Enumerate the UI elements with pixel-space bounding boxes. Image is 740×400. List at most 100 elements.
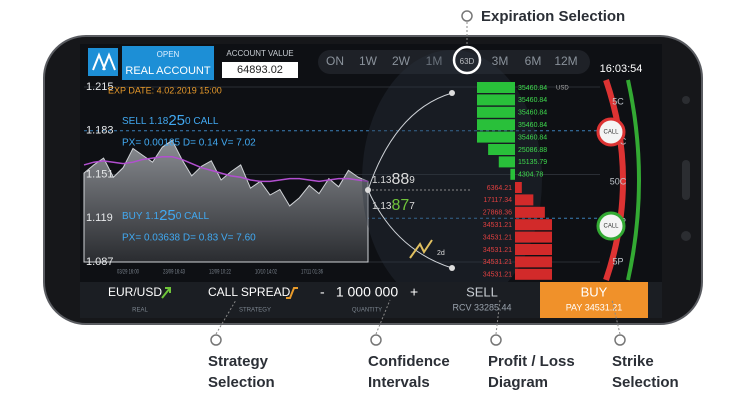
callout-strategy: Strategy (208, 353, 269, 370)
account-value: 64893.02 (237, 64, 283, 76)
loss-label: 34531.21 (483, 222, 512, 229)
buy-prefix: BUY 1.1 (122, 211, 159, 222)
sell-sub: RCV 33285.44 (452, 302, 511, 312)
strike-bubble-label: CALL (603, 130, 619, 136)
expiry-tab[interactable]: 1W (359, 54, 378, 68)
strike-bubble[interactable] (596, 211, 626, 241)
expiry-tab[interactable]: 6M (525, 54, 542, 68)
profit-label: 35460.84 (518, 110, 547, 117)
expiry-tab[interactable]: ON (326, 54, 344, 68)
strategy-icon (286, 287, 298, 299)
sensor (681, 231, 691, 241)
buy-sub: PAY 34531.21 (566, 302, 623, 312)
x-tick-label: 03/29 16:00 (117, 270, 139, 276)
loss-bar (515, 219, 553, 231)
strike-bubble-label: CALL (603, 224, 619, 230)
profit-bar (488, 144, 515, 155)
quantity[interactable]: 1 000 000 (336, 284, 398, 300)
y-tick-label: 1.119 (86, 212, 113, 224)
callout-strike: Selection (612, 374, 679, 391)
loss-label: 34531.21 (483, 247, 512, 254)
upper-bound-curve (367, 92, 453, 191)
lower-point (449, 265, 455, 271)
pair-sub: REAL (132, 308, 148, 314)
sell-big: 25 (168, 112, 185, 129)
x-tick-label: 12/09 10:22 (209, 270, 231, 276)
expiry-tab[interactable]: 1M (426, 54, 443, 68)
average-line (83, 155, 369, 183)
upper-prefix: 1.13 (372, 175, 392, 186)
time-icon[interactable] (409, 239, 433, 259)
upper-suffix: 9 (409, 175, 415, 186)
price-area (83, 139, 369, 263)
profit-bar (498, 156, 515, 168)
loss-label: 6364.21 (487, 185, 512, 192)
clock: 16:03:54 (600, 63, 643, 75)
x-tick-label: 17/11 01:36 (301, 270, 323, 276)
loss-bar (515, 256, 553, 268)
loss-label: 34531.21 (483, 234, 512, 241)
strike-arc-red (603, 79, 626, 281)
profit-label: 35460.84 (518, 97, 547, 104)
strike-label[interactable]: 5P (612, 256, 623, 266)
strike-arc-green (626, 79, 641, 281)
buy-suffix: 0 CALL (176, 211, 210, 222)
buy-button[interactable] (540, 282, 648, 318)
camera (682, 96, 690, 104)
strategy[interactable]: CALL SPREAD (208, 285, 291, 299)
buy-quote[interactable]: BUY 1.1250 CALL (122, 207, 210, 224)
expiry-tab[interactable]: 63D (460, 57, 475, 66)
account-value-label: ACCOUNT VALUE (226, 49, 293, 58)
profit-label: 15135.79 (518, 159, 547, 166)
qty-minus[interactable]: - (320, 284, 325, 300)
callout-line (611, 299, 621, 335)
x-tick-label: 23/09 16:43 (163, 270, 185, 276)
profit-bar (477, 119, 515, 131)
lower-prefix: 1.13 (372, 201, 392, 212)
pair[interactable]: EUR/USD (108, 285, 162, 299)
sell-greeks: PX= 0.00185 D= 0.14 V= 7.02 (122, 138, 256, 149)
profit-label: 35460.84 (518, 134, 547, 141)
strike-bubble[interactable] (596, 117, 626, 147)
expiry-tab[interactable]: 12M (554, 54, 577, 68)
callout-dot (210, 334, 222, 346)
sell-prefix: SELL 1.18 (122, 116, 169, 127)
x-tick-label: 10/10 14:02 (255, 270, 277, 276)
loss-bar (515, 194, 534, 206)
callout-dot (490, 334, 502, 346)
y-tick-label: 1.215 (86, 81, 114, 93)
sell-button[interactable]: SELL (466, 284, 498, 299)
profit-bar (477, 82, 515, 93)
lower-bound-curve (367, 189, 453, 269)
callout-strategy: Selection (208, 374, 275, 391)
profit-unit: USD (556, 86, 569, 92)
loss-bar (515, 182, 522, 193)
loss-bar (515, 244, 553, 255)
buy-label: BUY (581, 284, 608, 299)
buy-big: 25 (159, 207, 176, 224)
callout-ring (452, 45, 482, 75)
profit-label: 35460.84 (518, 85, 547, 92)
callout-confidence: Confidence (368, 353, 450, 370)
pair-icon (161, 287, 171, 299)
expiry-tab[interactable]: 2W (392, 54, 411, 68)
loss-bar (515, 231, 553, 243)
logo-mark (92, 52, 116, 71)
callout-pnl: Profit / Loss (488, 353, 575, 370)
loss-label: 27868.36 (483, 210, 512, 217)
y-tick-label: 1.151 (86, 168, 114, 180)
expiry-tab[interactable]: 3M (492, 54, 509, 68)
account-button[interactable] (122, 46, 214, 80)
strike-label[interactable]: 50C (610, 176, 627, 186)
loss-bar (515, 206, 545, 218)
qty-plus[interactable]: + (410, 284, 418, 300)
account-value-box (222, 62, 298, 78)
sell-quote[interactable]: SELL 1.18250 CALL (122, 112, 219, 129)
lower-bound: 1.13877 (372, 197, 415, 214)
profit-bar (477, 131, 515, 143)
buy-greeks: PX= 0.03638 D= 0.83 V= 7.60 (122, 233, 256, 244)
lower-big: 87 (391, 197, 409, 214)
strategy-sub: STRATEGY (239, 308, 271, 314)
loss-label: 17117.34 (483, 197, 512, 204)
strike-label[interactable]: 5C (612, 96, 624, 106)
